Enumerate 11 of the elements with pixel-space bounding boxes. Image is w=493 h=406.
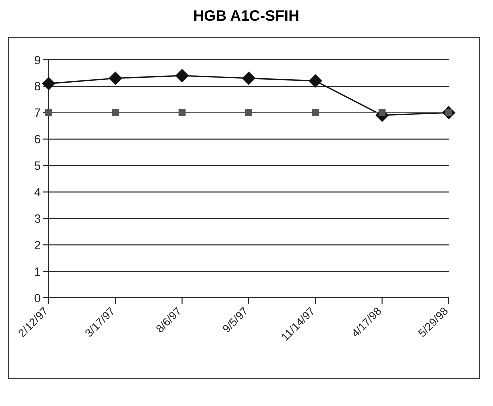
y-tick-label: 4 (34, 185, 42, 200)
y-tick-label: 7 (34, 106, 42, 120)
y-tick-label: 1 (34, 264, 42, 279)
y-tick-label: 8 (34, 80, 42, 94)
y-tick-label: 2 (34, 238, 42, 252)
chart-title: HGB A1C-SFIH (192, 8, 301, 25)
y-tick-label: 6 (34, 132, 42, 147)
y-tick-label: 5 (34, 159, 42, 174)
y-tick-label: 9 (34, 53, 42, 68)
y-tick-label: 3 (34, 212, 42, 226)
y-tick-label: 0 (34, 291, 42, 306)
